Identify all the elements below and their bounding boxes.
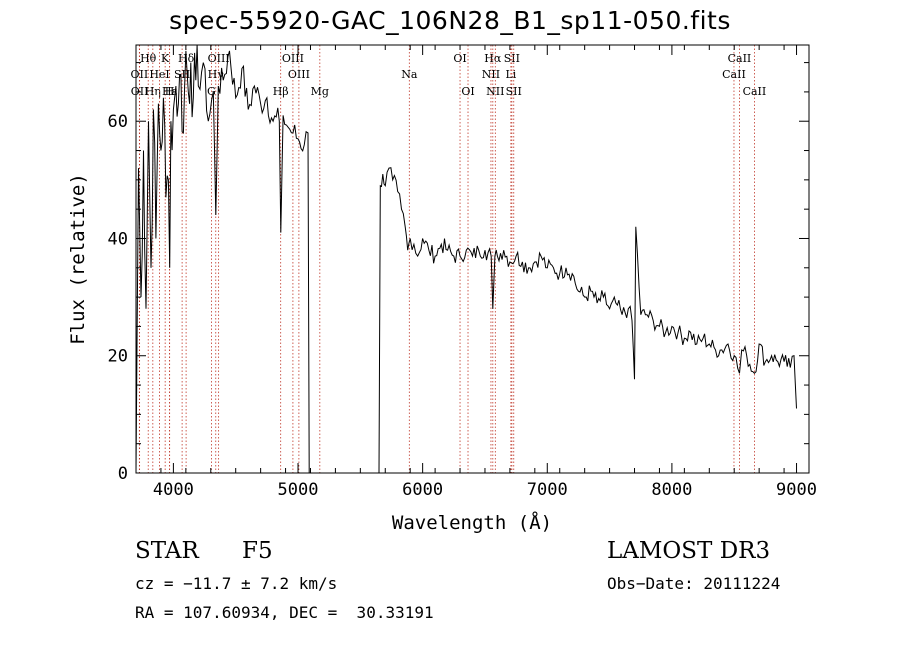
line-label-25: SII [506,85,522,98]
x-tick-label-5: 9000 [776,480,817,500]
line-label-0: Hθ [140,52,157,65]
x-tick-label-0: 4000 [153,480,194,500]
y-tick-label-1: 20 [108,347,128,367]
line-label-23: SII [504,52,520,65]
line-label-7: Hε [162,85,178,98]
y-tick-label-3: 60 [108,112,128,132]
plot-frame [135,44,810,474]
x-tick-label-3: 7000 [527,480,568,500]
object-class: STAR [135,538,199,564]
x-axis-label: Wavelength (Å) [392,511,552,534]
axis-ticks: 4000 5000 6000 7000 8000 9000 0 20 40 60 [108,45,817,500]
figure-title: spec-55920-GAC_106N28_B1_sp11-050.fits [169,6,731,35]
line-label-24: Li [505,68,516,81]
line-label-11: Hγ [208,68,225,81]
line-label-15: Hβ [273,85,289,98]
line-label-12: G [207,85,216,98]
line-label-13: OIII [282,52,304,65]
line-label-27: CaII [722,68,746,81]
survey-name: LAMOST DR3 [607,538,771,564]
sky-coordinates: RA = 107.60934, DEC = 30.33191 [135,603,434,622]
line-label-28: CaII [743,85,767,98]
x-tick-label-4: 8000 [651,480,692,500]
line-label-10: OIII [208,52,230,65]
line-label-4: K [161,52,170,65]
line-label-22: NII [486,85,504,98]
line-label-14: OIII [288,68,310,81]
y-tick-label-2: 40 [108,229,128,249]
line-label-18: OI [453,52,466,65]
y-axis-label: Flux (relative) [67,173,89,345]
line-label-21: NII [482,68,500,81]
line-label-16: Mg [311,85,329,98]
line-label-20: Hα [484,52,502,65]
x-tick-label-2: 6000 [402,480,443,500]
line-label-19: OI [461,85,474,98]
object-subclass: F5 [242,538,273,564]
line-label-5: HeI [149,68,169,81]
line-label-26: CaII [728,52,752,65]
y-tick-label-0: 0 [118,464,128,484]
spectrum-series [135,44,797,474]
observation-date: Obs−Date: 20111224 [607,574,781,593]
line-label-17: Na [401,68,418,81]
redshift-velocity: cz = −11.7 ± 7.2 km/s [135,574,338,593]
spectrum-line [135,44,797,474]
x-tick-label-1: 5000 [278,480,319,500]
line-label-3: Hη [145,85,161,98]
